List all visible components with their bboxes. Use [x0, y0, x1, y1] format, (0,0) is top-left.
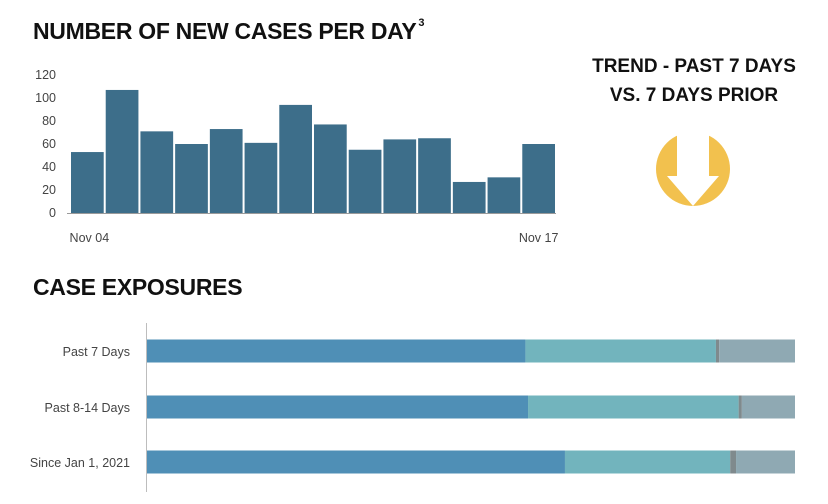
- y-tick-label: 20: [42, 183, 56, 197]
- exposure-segment: [738, 395, 742, 419]
- row-label: Past 8-14 Days: [45, 401, 130, 415]
- new-cases-bar-chart: 0 20 40 60 80 100 120 Nov 04 Nov 17: [35, 68, 558, 245]
- bar: [175, 144, 208, 213]
- y-tick-label: 40: [42, 160, 56, 174]
- exposure-segment: [147, 395, 529, 419]
- x-tick-label: Nov 17: [519, 231, 559, 245]
- exposure-segment: [525, 339, 716, 363]
- bar: [418, 138, 451, 213]
- bar: [314, 124, 347, 213]
- exposure-segment: [730, 450, 737, 474]
- bar: [279, 104, 312, 213]
- footnote-marker: 3: [418, 17, 425, 30]
- bar: [348, 149, 382, 213]
- exposure-segment: [564, 450, 731, 474]
- bar: [383, 139, 417, 213]
- y-tick-label: 0: [49, 206, 56, 220]
- exposure-segment: [736, 450, 795, 474]
- exposure-segment: [147, 450, 565, 474]
- exposure-segment: [715, 339, 720, 363]
- cases-chart-title: NUMBER OF NEW CASES PER DAY 3: [33, 17, 425, 45]
- bar: [140, 131, 174, 213]
- bar: [452, 181, 486, 213]
- down-arrow-icon: [656, 130, 730, 206]
- trend-heading-line1: TREND - PAST 7 DAYS: [592, 56, 796, 77]
- y-tick-label: 60: [42, 137, 56, 151]
- cases-title-text: NUMBER OF NEW CASES PER DAY: [33, 18, 417, 44]
- case-exposures-stacked-bar-chart: Past 7 Days Past 8-14 Days Since Jan 1, 20…: [30, 323, 795, 492]
- row-label: Past 7 Days: [63, 345, 130, 359]
- exposures-chart-title: CASE EXPOSURES: [33, 274, 243, 300]
- row-label: Since Jan 1, 2021: [30, 456, 130, 470]
- y-tick-label: 80: [42, 114, 56, 128]
- bar: [209, 129, 243, 213]
- y-tick-label: 120: [35, 68, 56, 82]
- exposure-segment: [528, 395, 739, 419]
- bar: [522, 144, 555, 213]
- exposure-segment: [741, 395, 795, 419]
- trend-heading-line2: VS. 7 DAYS PRIOR: [609, 85, 779, 106]
- bar: [71, 152, 104, 213]
- x-tick-label: Nov 04: [70, 231, 110, 245]
- bar: [244, 142, 278, 213]
- bar: [487, 177, 521, 213]
- bar: [105, 89, 139, 213]
- exposure-segment: [719, 339, 795, 363]
- y-tick-label: 100: [35, 91, 56, 105]
- exposure-segment: [147, 339, 526, 363]
